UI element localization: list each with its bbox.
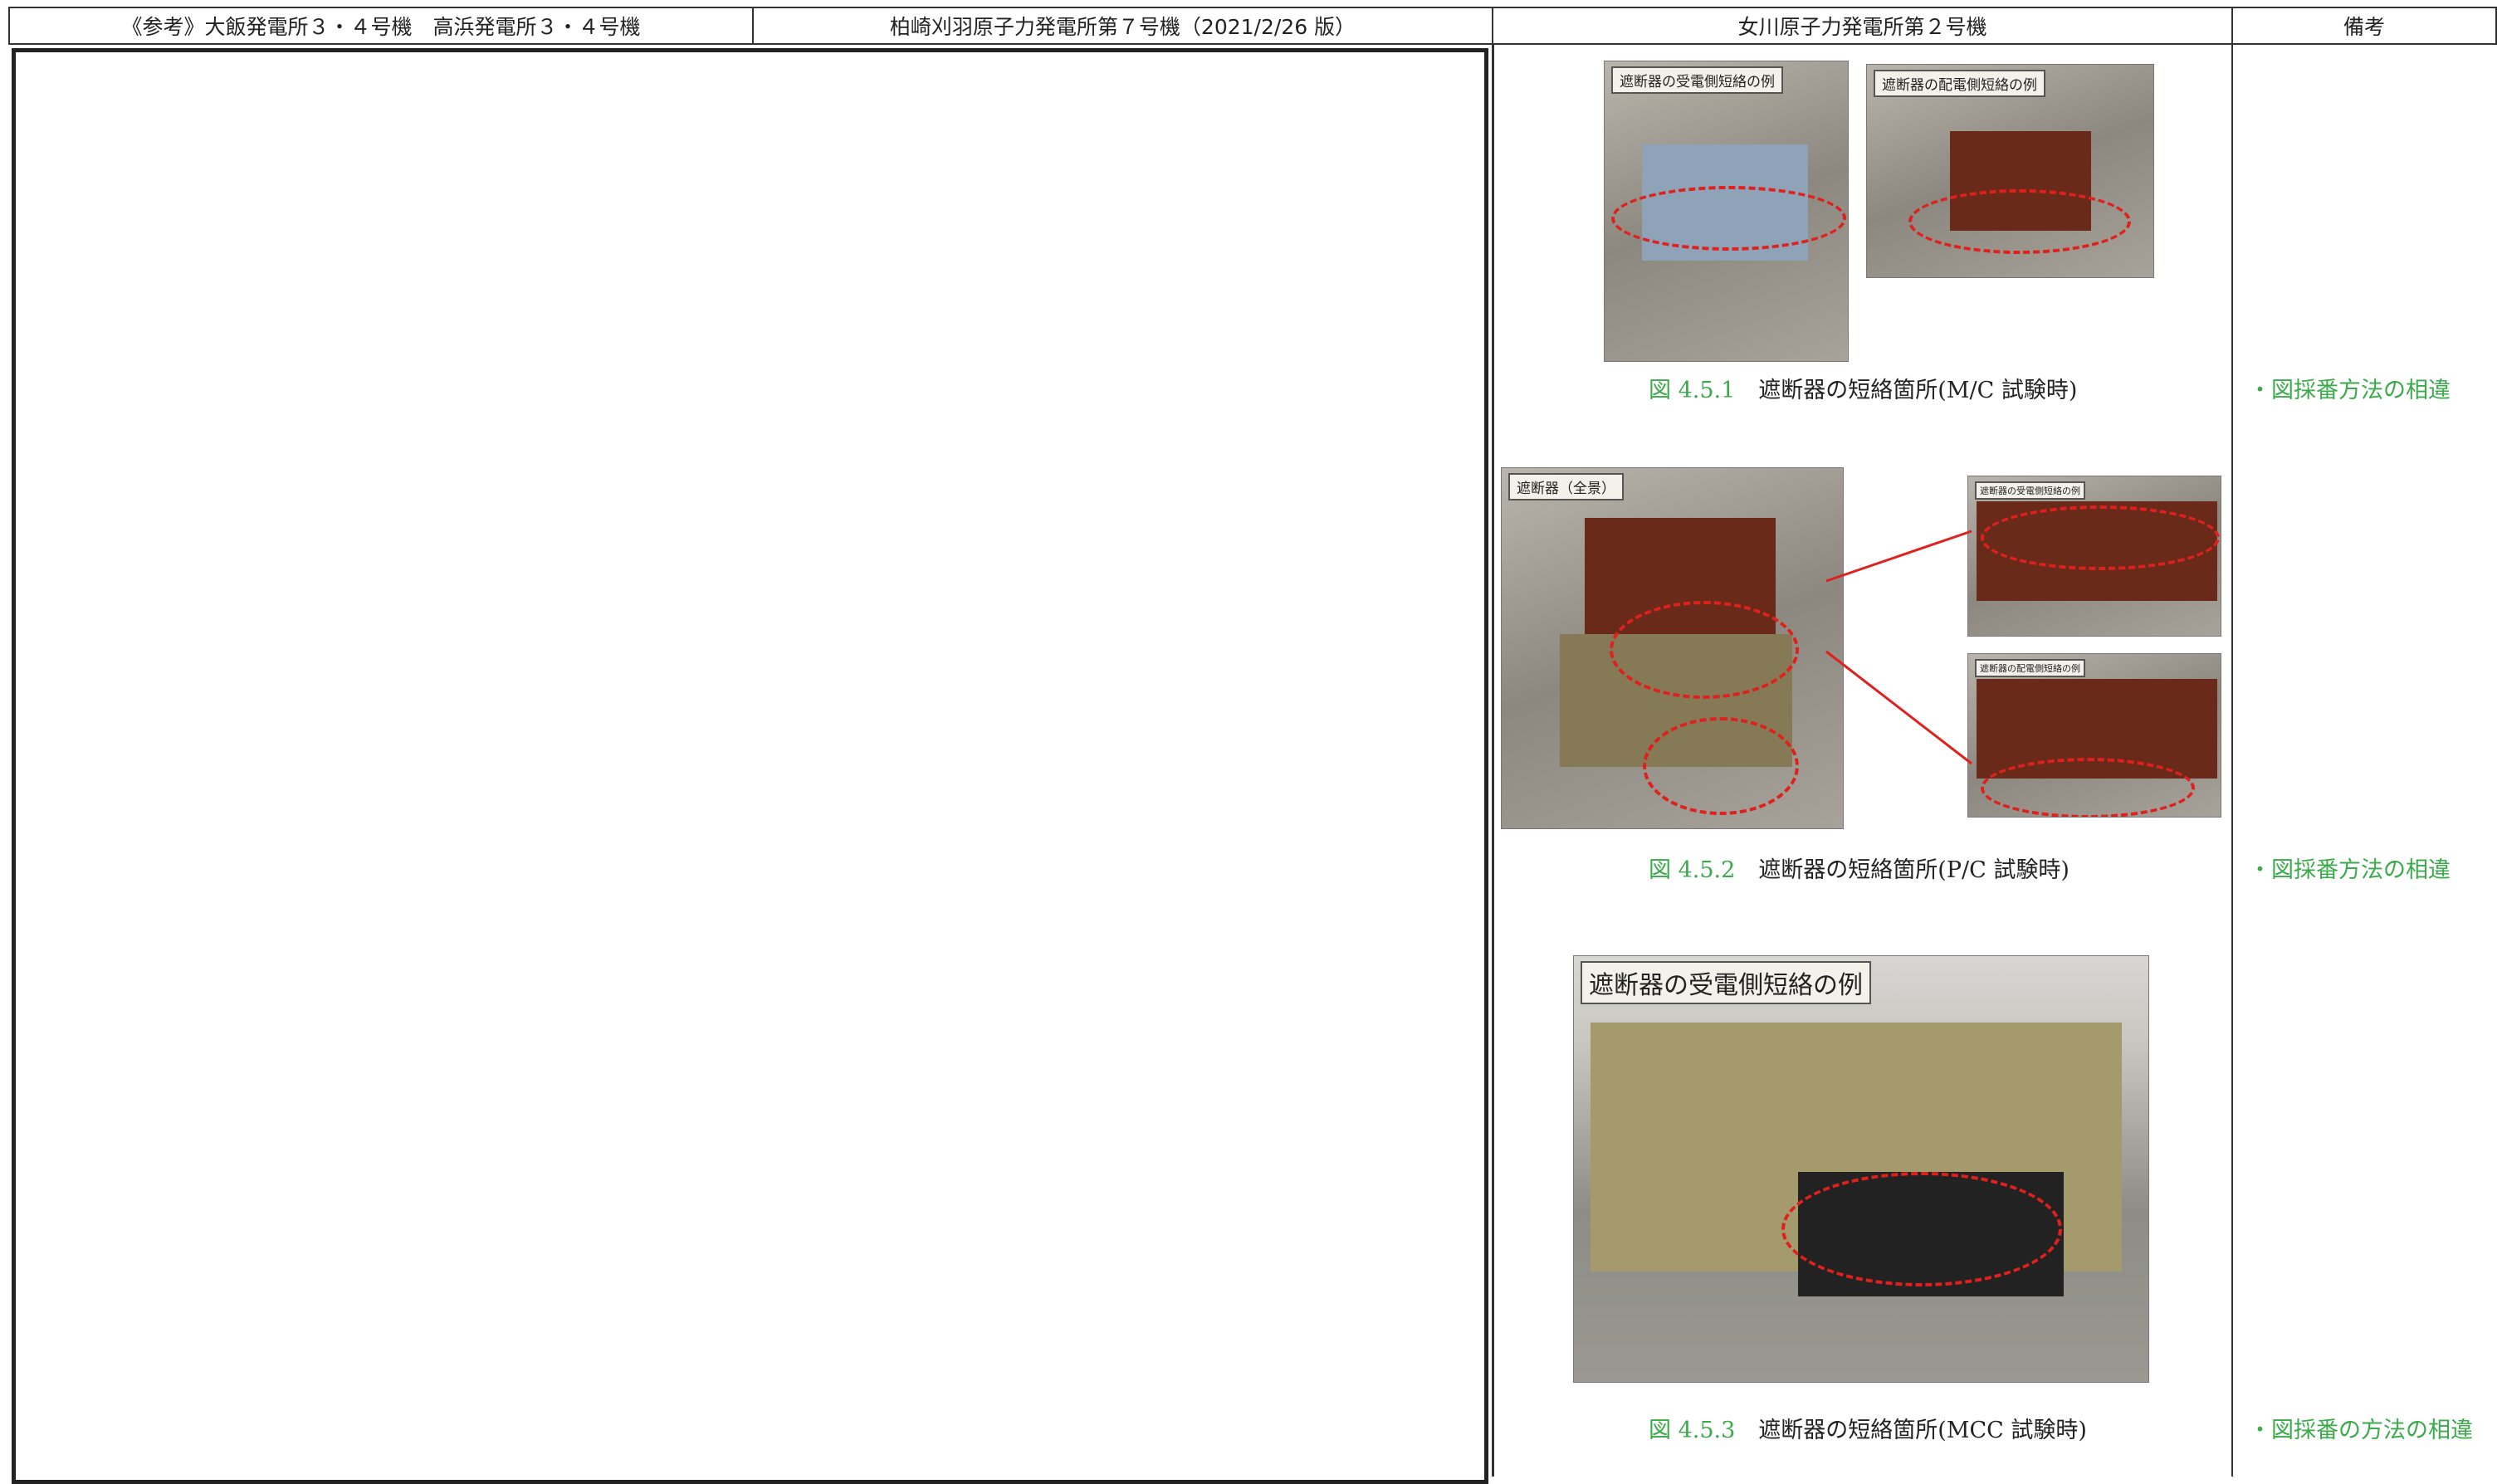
photo: 遮断器の受電側短絡の例 bbox=[1573, 955, 2149, 1383]
header-cell: 女川原子力発電所第２号機 bbox=[1492, 7, 2233, 45]
column-line bbox=[1492, 45, 1494, 1477]
caption-text: 遮断器の短絡箇所(MCC 試験時) bbox=[1758, 1418, 2087, 1443]
header-cell: 《参考》大飯発電所３・４号機 高浜発電所３・４号機 bbox=[8, 7, 754, 45]
photo: 遮断器の受電側短絡の例 bbox=[1967, 476, 2221, 637]
photo: 遮断器の配電側短絡の例 bbox=[1967, 653, 2221, 818]
arrows bbox=[1825, 530, 1972, 765]
header-cell: 柏崎刈羽原子力発電所第７号機（2021/2/26 版） bbox=[752, 7, 1493, 45]
photo-label: 遮断器の配電側短絡の例 bbox=[1975, 659, 2085, 677]
photo-label: 遮断器の受電側短絡の例 bbox=[1611, 66, 1783, 94]
photo: 遮断器（全景） bbox=[1501, 467, 1844, 829]
photo-label: 遮断器の受電側短絡の例 bbox=[1975, 481, 2085, 500]
caption: 図 4.5.1 遮断器の短絡箇所(M/C 試験時) bbox=[1649, 372, 2077, 404]
remark: ・図採番の方法の相違 bbox=[2249, 1418, 2473, 1443]
photo-label: 遮断器（全景） bbox=[1508, 473, 1624, 500]
figure-number: 図 4.5.1 bbox=[1649, 378, 1736, 403]
photo-label: 遮断器の配電側短絡の例 bbox=[1874, 70, 2045, 97]
caption-text: 遮断器の短絡箇所(M/C 試験時) bbox=[1758, 378, 2078, 403]
column-line bbox=[2231, 45, 2233, 1477]
photo: 遮断器の配電側短絡の例 bbox=[1866, 64, 2154, 278]
photo: 遮断器の受電側短絡の例 bbox=[1604, 61, 1849, 362]
remark: ・図採番方法の相違 bbox=[2249, 378, 2451, 403]
left-frame bbox=[12, 48, 1488, 1484]
header-cell: 備考 bbox=[2231, 7, 2497, 45]
figure-number: 図 4.5.2 bbox=[1649, 857, 1736, 883]
caption-text: 遮断器の短絡箇所(P/C 試験時) bbox=[1758, 857, 2070, 883]
remark: ・図採番方法の相違 bbox=[2249, 857, 2451, 883]
caption: 図 4.5.3 遮断器の短絡箇所(MCC 試験時) bbox=[1649, 1412, 2087, 1444]
photo-label: 遮断器の受電側短絡の例 bbox=[1581, 961, 1871, 1004]
caption: 図 4.5.2 遮断器の短絡箇所(P/C 試験時) bbox=[1649, 852, 2070, 884]
figure-number: 図 4.5.3 bbox=[1649, 1418, 1736, 1443]
